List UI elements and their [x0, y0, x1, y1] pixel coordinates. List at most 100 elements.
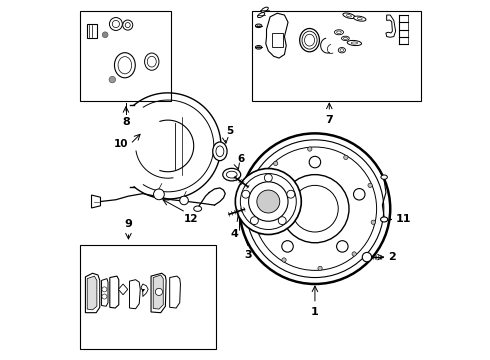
Circle shape [248, 182, 288, 221]
Text: 1: 1 [311, 307, 319, 317]
Ellipse shape [343, 37, 347, 40]
Circle shape [253, 147, 377, 270]
Text: 10: 10 [114, 139, 128, 149]
Circle shape [109, 76, 116, 83]
Ellipse shape [257, 46, 260, 48]
Circle shape [281, 175, 349, 243]
Ellipse shape [351, 42, 358, 44]
Ellipse shape [304, 34, 315, 46]
Ellipse shape [226, 171, 237, 178]
Text: 5: 5 [226, 126, 233, 136]
Circle shape [308, 147, 312, 151]
Ellipse shape [257, 25, 260, 27]
Polygon shape [87, 276, 97, 310]
Circle shape [180, 196, 188, 205]
Text: 6: 6 [238, 154, 245, 164]
Text: 11: 11 [395, 215, 411, 224]
Polygon shape [119, 284, 128, 295]
Circle shape [343, 155, 348, 159]
Circle shape [282, 258, 286, 262]
Ellipse shape [338, 48, 345, 53]
Circle shape [318, 266, 322, 270]
Circle shape [240, 134, 390, 284]
Bar [87, 24, 97, 39]
Ellipse shape [335, 30, 343, 35]
Polygon shape [170, 276, 180, 308]
Ellipse shape [213, 142, 227, 161]
Circle shape [257, 190, 280, 213]
Bar [272, 33, 283, 46]
Text: 8: 8 [122, 117, 130, 127]
Polygon shape [129, 280, 140, 309]
Ellipse shape [255, 24, 262, 28]
Circle shape [337, 241, 348, 252]
Bar [252, 12, 421, 101]
Ellipse shape [258, 13, 265, 18]
Text: 4: 4 [231, 229, 239, 239]
Ellipse shape [347, 40, 362, 46]
Polygon shape [101, 279, 108, 306]
Polygon shape [266, 13, 288, 58]
Ellipse shape [340, 49, 343, 51]
Ellipse shape [261, 7, 268, 12]
Circle shape [371, 220, 375, 224]
Circle shape [240, 174, 296, 229]
Circle shape [368, 183, 372, 188]
Circle shape [122, 20, 133, 30]
Circle shape [353, 189, 365, 200]
Ellipse shape [255, 45, 262, 49]
Polygon shape [110, 276, 119, 308]
Ellipse shape [381, 217, 388, 222]
Polygon shape [151, 273, 166, 313]
Circle shape [258, 230, 262, 234]
Text: 12: 12 [184, 214, 198, 224]
Text: 2: 2 [388, 252, 395, 262]
Circle shape [112, 21, 120, 28]
Bar [80, 244, 216, 348]
Ellipse shape [381, 175, 388, 179]
Ellipse shape [145, 53, 159, 70]
Circle shape [109, 18, 122, 31]
Ellipse shape [115, 53, 135, 78]
Ellipse shape [342, 36, 349, 41]
Polygon shape [153, 275, 163, 309]
Circle shape [235, 168, 301, 234]
Circle shape [155, 288, 163, 296]
Circle shape [287, 190, 295, 198]
Ellipse shape [346, 14, 351, 17]
Circle shape [102, 32, 108, 38]
Ellipse shape [302, 31, 317, 49]
Circle shape [265, 189, 276, 200]
Text: 9: 9 [124, 219, 132, 229]
Circle shape [125, 23, 130, 28]
Polygon shape [386, 15, 395, 37]
Circle shape [254, 193, 259, 197]
Ellipse shape [354, 16, 366, 21]
Circle shape [242, 190, 250, 198]
Ellipse shape [300, 28, 319, 52]
Ellipse shape [343, 13, 355, 18]
Ellipse shape [118, 57, 132, 74]
Polygon shape [85, 273, 100, 313]
Circle shape [278, 217, 286, 225]
Circle shape [102, 287, 107, 292]
Ellipse shape [357, 18, 362, 20]
Circle shape [265, 174, 272, 182]
Ellipse shape [147, 56, 156, 67]
Ellipse shape [337, 31, 341, 33]
Circle shape [352, 252, 356, 256]
Circle shape [153, 189, 164, 200]
Circle shape [309, 156, 320, 168]
Ellipse shape [223, 168, 241, 181]
Text: 7: 7 [325, 116, 333, 125]
Bar [80, 12, 172, 101]
Polygon shape [92, 195, 100, 208]
Circle shape [273, 161, 278, 166]
Text: 3: 3 [245, 250, 252, 260]
Circle shape [246, 140, 384, 278]
Ellipse shape [216, 146, 224, 157]
Circle shape [362, 252, 371, 262]
Circle shape [250, 217, 258, 225]
Circle shape [282, 241, 293, 252]
Ellipse shape [194, 206, 201, 211]
